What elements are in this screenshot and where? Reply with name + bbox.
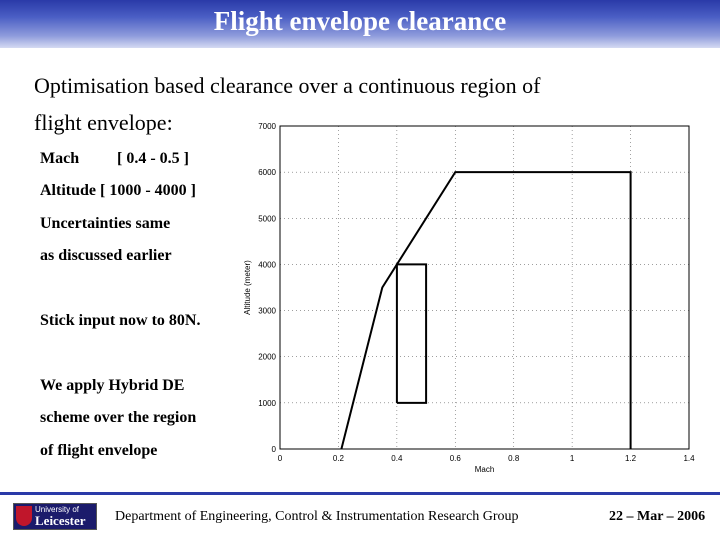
- x-tick-label: 0.6: [450, 454, 462, 463]
- x-tick-label: 0.8: [508, 454, 520, 463]
- mach-range: [ 0.4 - 0.5 ]: [117, 150, 189, 167]
- apply-line-2: scheme over the region: [40, 409, 197, 426]
- x-tick-label: 1.4: [683, 454, 695, 463]
- x-tick-label: 1: [570, 454, 575, 463]
- y-tick-label: 0: [272, 445, 277, 454]
- title-bar: [0, 0, 720, 48]
- uncertainties-line-1: Uncertainties same: [40, 215, 171, 232]
- y-tick-label: 7000: [258, 122, 276, 131]
- x-axis-label: Mach: [475, 465, 495, 474]
- mach-label: Mach: [40, 150, 80, 167]
- footer-date: 22 – Mar – 2006: [609, 509, 706, 524]
- footer-divider: [0, 492, 720, 495]
- apply-line-3: of flight envelope: [40, 442, 158, 459]
- x-tick-label: 0.4: [391, 454, 403, 463]
- uncertainties-line-2: as discussed earlier: [40, 247, 172, 264]
- y-tick-label: 4000: [258, 260, 276, 269]
- university-logo: University of Leicester: [13, 503, 97, 530]
- intro-line-1: Optimisation based clearance over a cont…: [34, 73, 541, 98]
- plot-frame: [279, 125, 690, 450]
- y-tick-label: 5000: [258, 214, 276, 223]
- altitude-range: Altitude [ 1000 - 4000 ]: [40, 182, 196, 199]
- footer-department: Department of Engineering, Control & Ins…: [115, 509, 519, 524]
- logo-shield-icon: [16, 506, 32, 526]
- apply-line-1: We apply Hybrid DE: [40, 377, 185, 394]
- x-tick-label: 0.2: [333, 454, 345, 463]
- x-tick-label: 0: [278, 454, 283, 463]
- x-tick-label: 1.2: [625, 454, 637, 463]
- y-tick-label: 6000: [258, 168, 276, 177]
- slide-title: Flight envelope clearance: [213, 6, 507, 36]
- clearance-region-line: [395, 263, 428, 404]
- stick-input-text: Stick input now to 80N.: [40, 312, 201, 329]
- intro-line-2: flight envelope:: [34, 110, 173, 135]
- logo-text-line-1: University of: [35, 505, 80, 514]
- logo-text-line-2: Leicester: [35, 513, 86, 528]
- y-axis-label: Altitude (meter): [243, 260, 252, 315]
- envelope-boundary-line: [340, 171, 632, 450]
- y-tick-label: 1000: [258, 399, 276, 408]
- y-tick-label: 3000: [258, 307, 276, 316]
- y-tick-label: 2000: [258, 353, 276, 362]
